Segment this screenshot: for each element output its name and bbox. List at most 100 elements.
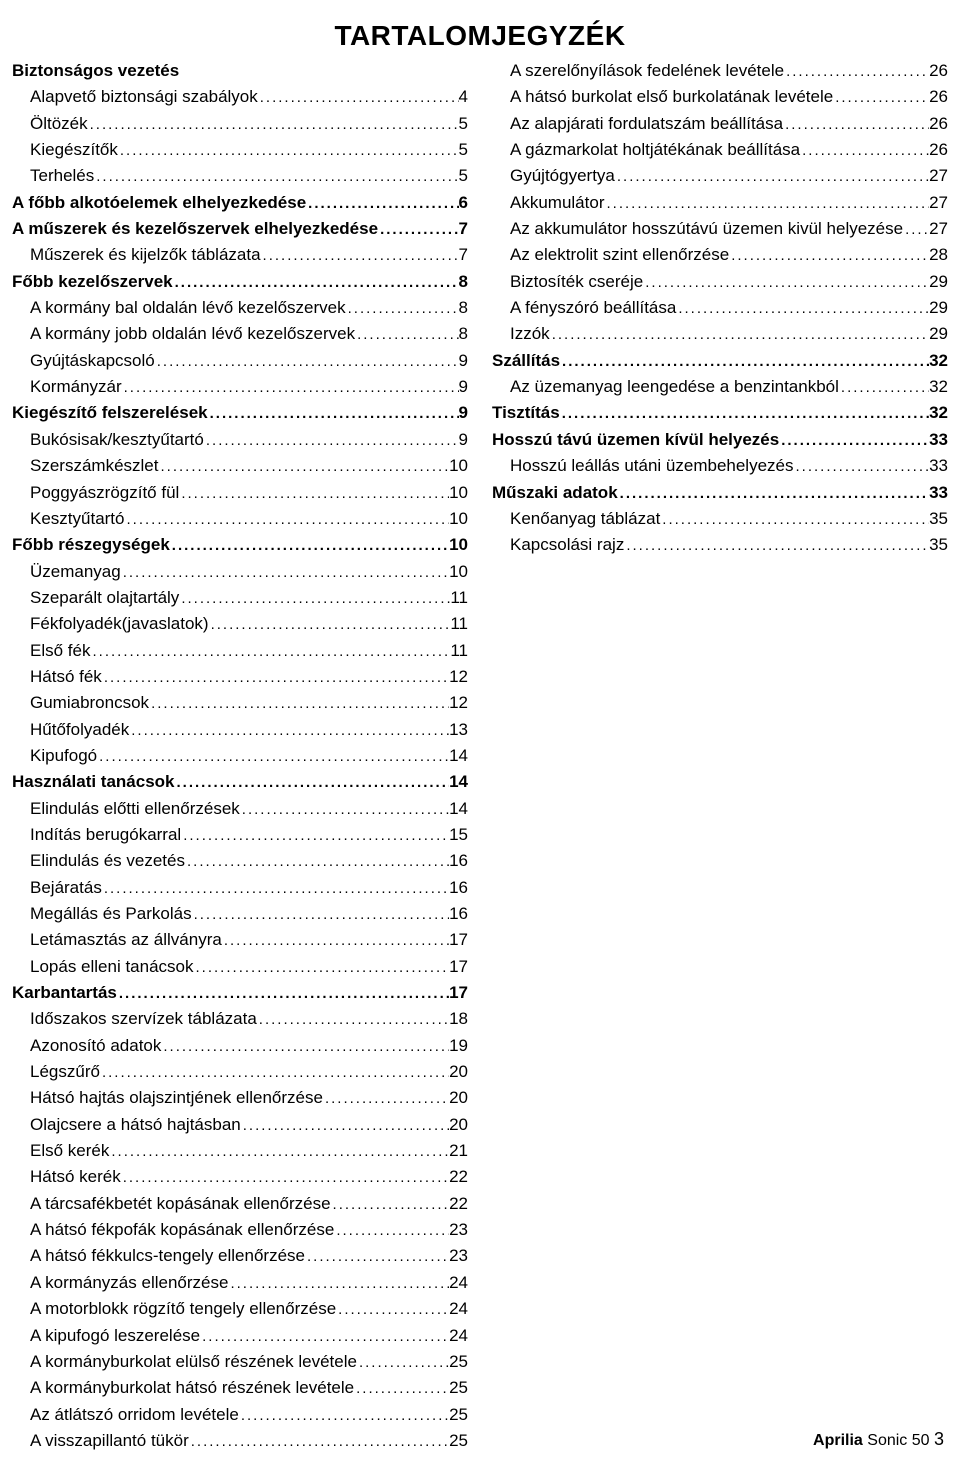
toc-entry: Műszerek és kijelzők táblázata..........… xyxy=(12,242,468,268)
footer-model: Sonic 50 xyxy=(867,1432,929,1449)
toc-entry: Szerszámkészlet.........................… xyxy=(12,453,468,479)
toc-leader-dots: ........................................… xyxy=(378,218,458,241)
toc-leader-dots: ........................................… xyxy=(97,745,449,768)
toc-entry-page: 26 xyxy=(929,137,948,163)
toc-entry-label: Az akkumulátor hosszútávú üzemen kivül h… xyxy=(510,216,903,242)
toc-entry-label: Poggyászrögzítő fül xyxy=(30,480,179,506)
toc-entry-label: Kipufogó xyxy=(30,743,97,769)
toc-leader-dots: ........................................… xyxy=(181,824,449,847)
toc-entry-page: 29 xyxy=(929,321,948,347)
toc-entry-page: 15 xyxy=(449,822,468,848)
page-footer: Aprilia Sonic 50 3 xyxy=(813,1429,944,1450)
toc-entry-label: Akkumulátor xyxy=(510,190,604,216)
toc-entry-page: 10 xyxy=(449,480,468,506)
toc-entry: A kormány bal oldalán lévő kezelőszervek… xyxy=(12,295,468,321)
toc-entry-page: 4 xyxy=(459,84,468,110)
toc-entry-page: 23 xyxy=(449,1217,468,1243)
toc-entry-page: 10 xyxy=(449,532,468,558)
toc-entry-label: A visszapillantó tükör xyxy=(30,1428,189,1454)
toc-entry: Hosszú távú üzemen kívül helyezés.......… xyxy=(492,427,948,453)
toc-entry-page: 9 xyxy=(459,348,468,374)
toc-leader-dots: ........................................… xyxy=(209,613,451,636)
toc-entry-label: Elindulás és vezetés xyxy=(30,848,185,874)
toc-leader-dots: ........................................… xyxy=(125,508,450,531)
toc-entry: Hűtőfolyadék............................… xyxy=(12,717,468,743)
toc-entry-page: 33 xyxy=(929,480,948,506)
toc-entry-page: 14 xyxy=(449,796,468,822)
toc-entry-page: 28 xyxy=(929,242,948,268)
toc-entry-label: Hátsó kerék xyxy=(30,1164,121,1190)
toc-leader-dots: ........................................… xyxy=(800,139,929,162)
toc-entry: Kipufogó................................… xyxy=(12,743,468,769)
toc-entry-page: 27 xyxy=(929,216,948,242)
toc-entry: Kenőanyag táblázat......................… xyxy=(492,506,948,532)
toc-entry-page: 8 xyxy=(459,269,468,295)
toc-entry: Hátsó kerék.............................… xyxy=(12,1164,468,1190)
toc-entry-label: A hátsó fékpofák kopásának ellenőrzése xyxy=(30,1217,334,1243)
toc-entry: Gumiabroncsok...........................… xyxy=(12,690,468,716)
toc-entry-label: Kiegészítők xyxy=(30,137,118,163)
toc-entry-page: 10 xyxy=(449,559,468,585)
toc-entry-page: 24 xyxy=(449,1323,468,1349)
toc-leader-dots: ........................................… xyxy=(604,192,929,215)
toc-entry: Lopás elleni tanácsok...................… xyxy=(12,954,468,980)
footer-brand: Aprilia xyxy=(813,1432,863,1449)
toc-entry-label: A kormány bal oldalán lévő kezelőszervek xyxy=(30,295,346,321)
toc-entry: A tárcsafékbetét kopásának ellenőrzése..… xyxy=(12,1191,468,1217)
toc-leader-dots: ........................................… xyxy=(222,929,449,952)
toc-leader-dots: ........................................… xyxy=(261,244,459,267)
toc-entry-label: Izzók xyxy=(510,321,550,347)
toc-entry: A visszapillantó tükör..................… xyxy=(12,1428,468,1454)
toc-leader-dots: ........................................… xyxy=(228,1272,449,1295)
toc-entry-page: 26 xyxy=(929,58,948,84)
toc-entry-label: Bejáratás xyxy=(30,875,102,901)
toc-entry-label: A kipufogó leszerelése xyxy=(30,1323,200,1349)
toc-entry-page: 35 xyxy=(929,532,948,558)
toc-entry: Hátsó hajtás olajszintjének ellenőrzése.… xyxy=(12,1085,468,1111)
toc-entry-label: Műszerek és kijelzők táblázata xyxy=(30,242,261,268)
toc-entry-page: 10 xyxy=(449,453,468,479)
toc-entry: Poggyászrögzítő fül.....................… xyxy=(12,480,468,506)
toc-leader-dots: ........................................… xyxy=(175,771,450,794)
toc-entry-page: 17 xyxy=(449,980,468,1006)
toc-entry-label: Az alapjárati fordulatszám beállítása xyxy=(510,111,783,137)
toc-entry-label: Légszűrő xyxy=(30,1059,100,1085)
toc-entry-label: Öltözék xyxy=(30,111,88,137)
toc-leader-dots: ........................................… xyxy=(643,271,929,294)
toc-entry-label: Gyújtáskapcsoló xyxy=(30,348,155,374)
toc-entry: A hátsó burkolat első burkolatának levét… xyxy=(492,84,948,110)
toc-entry: Az üzemanyag leengedése a benzintankból.… xyxy=(492,374,948,400)
toc-entry-label: Szállítás xyxy=(492,348,560,374)
toc-entry-page: 20 xyxy=(449,1059,468,1085)
toc-columns: Biztonságos vezetésAlapvető biztonsági s… xyxy=(12,58,948,1454)
toc-entry-label: Tisztítás xyxy=(492,400,560,426)
toc-entry-label: Terhelés xyxy=(30,163,94,189)
toc-entry-page: 5 xyxy=(459,137,468,163)
toc-entry-page: 6 xyxy=(459,190,468,216)
toc-entry-page: 35 xyxy=(929,506,948,532)
toc-leader-dots: ........................................… xyxy=(305,1245,449,1268)
toc-leader-dots: ........................................… xyxy=(88,113,459,136)
toc-entry-label: A kormányburkolat elülső részének levéte… xyxy=(30,1349,357,1375)
toc-entry: A szerelőnyílások fedelének levétele....… xyxy=(492,58,948,84)
toc-entry-label: Kapcsolási rajz xyxy=(510,532,624,558)
toc-entry-label: Hűtőfolyadék xyxy=(30,717,129,743)
toc-entry-page: 11 xyxy=(450,638,468,664)
toc-leader-dots: ........................................… xyxy=(185,850,449,873)
toc-leader-dots: ........................................… xyxy=(306,192,458,215)
toc-entry-label: A fényszóró beállítása xyxy=(510,295,676,321)
toc-entry: Kapcsolási rajz.........................… xyxy=(492,532,948,558)
toc-entry: Azonosító adatok........................… xyxy=(12,1033,468,1059)
toc-entry-label: A kormányzás ellenőrzése xyxy=(30,1270,228,1296)
toc-entry-label: A tárcsafékbetét kopásának ellenőrzése xyxy=(30,1191,331,1217)
toc-entry: Bukósisak/kesztyűtartó..................… xyxy=(12,427,468,453)
toc-entry-label: Kesztyűtartó xyxy=(30,506,125,532)
toc-entry: Tisztítás...............................… xyxy=(492,400,948,426)
toc-entry: Megállás és Parkolás....................… xyxy=(12,901,468,927)
toc-entry: Indítás berugókarral....................… xyxy=(12,822,468,848)
toc-entry: A fényszóró beállítása..................… xyxy=(492,295,948,321)
toc-entry: Az átlátszó orridom levétele............… xyxy=(12,1402,468,1428)
toc-entry: Főbb kezelőszervek......................… xyxy=(12,269,468,295)
toc-entry-page: 14 xyxy=(449,743,468,769)
toc-leader-dots: ........................................… xyxy=(676,297,929,320)
